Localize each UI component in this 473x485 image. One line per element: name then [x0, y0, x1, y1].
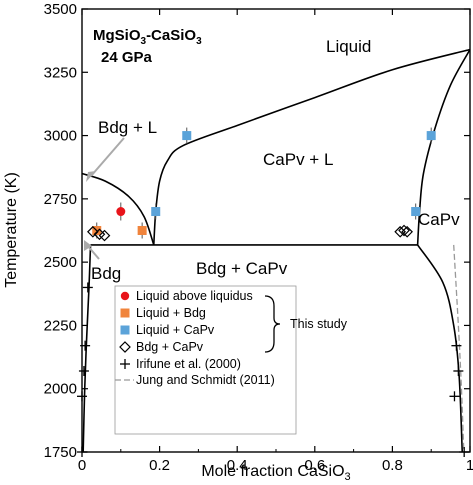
phase-label-capv-l: CaPv + L: [263, 150, 333, 169]
boundary-capv-solvus: [416, 244, 464, 453]
y-axis-title: Temperature (K): [3, 172, 20, 288]
y-tick-label: 1750: [44, 444, 77, 461]
data-markers: [77, 127, 470, 457]
legend-label-bdg-capv: Bdg + CaPv: [136, 340, 204, 354]
arrow-bdg: [84, 240, 100, 260]
legend: Liquid above liquidus Liquid + Bdg Liqui…: [114, 285, 348, 435]
phase-label-bdg-capv: Bdg + CaPv: [196, 259, 288, 278]
boundary-jung-schmidt: [453, 244, 465, 453]
legend-label-liquid-above: Liquid above liquidus: [136, 289, 253, 303]
y-tick-label: 2750: [44, 191, 77, 208]
data-point-bdg-capv: [401, 225, 413, 238]
x-tick-label: 0.8: [382, 457, 403, 474]
phase-label-bdg: Bdg: [91, 264, 121, 283]
phase-boundaries: [81, 48, 471, 453]
x-tick-label: 0.2: [149, 457, 170, 474]
legend-label-liquid-capv: Liquid + CaPv: [136, 323, 215, 337]
x-tick-label: 0.6: [304, 457, 325, 474]
data-point-liquid-above: [116, 207, 126, 217]
y-tick-label: 3250: [44, 64, 77, 81]
phase-label-capv: CaPv: [418, 210, 460, 229]
legend-box: [114, 285, 297, 435]
phase-label-bdg-l: Bdg + L: [98, 118, 157, 137]
axis-ticks: 0 0.2 0.4 0.6 0.8 1 1750 2000 2250 2500 2750 3000 32…: [44, 1, 473, 474]
legend-marker-liquid-capv: [120, 325, 130, 335]
x-axis-title: Mole fraction CaSiO3: [201, 463, 350, 483]
chart-title: MgSiO3-CaSiO3: [93, 27, 202, 47]
data-point-bdg-capv: [87, 225, 99, 238]
data-point-liquid-capv: [182, 131, 192, 141]
boundary-liquidus-capv: [152, 48, 471, 245]
y-tick-label: 3500: [44, 1, 77, 18]
boundary-bdg-solvus: [82, 244, 92, 453]
y-tick-label: 2500: [44, 254, 77, 271]
y-tick-label: 2250: [44, 317, 77, 334]
arrow-bdg-l: [86, 137, 125, 182]
legend-marker-liquid-bdg: [120, 308, 130, 318]
phase-label-liquid: Liquid: [326, 37, 371, 56]
data-point-liquid-bdg: [137, 226, 147, 235]
legend-marker-bdg-capv: [119, 341, 131, 353]
y-tick-label: 2000: [44, 381, 77, 398]
data-point-bdg-capv: [398, 224, 410, 237]
y-tick-label: 3000: [44, 128, 77, 145]
legend-bracket: [264, 295, 281, 353]
data-point-liquid-capv: [411, 207, 421, 217]
boundary-liquidus-bdg: [81, 172, 155, 246]
legend-label-liquid-bdg: Liquid + Bdg: [136, 306, 206, 320]
legend-label-jung: Jung and Schmidt (2011): [136, 373, 275, 387]
data-point-bdg-capv: [98, 229, 111, 242]
chart-pressure: 24 GPa: [101, 49, 153, 66]
data-point-liquid-capv: [426, 131, 436, 141]
x-tick-label: 0: [78, 457, 86, 474]
legend-label-irifune: Irifune et al. (2000): [136, 357, 241, 371]
data-point-liquid-capv: [151, 207, 161, 217]
legend-marker-irifune: [120, 359, 130, 369]
legend-marker-liquid-above: [120, 291, 130, 301]
legend-annotation-this-study: This study: [290, 317, 348, 331]
x-tick-label: 0.4: [227, 457, 248, 474]
x-tick-label: 1: [466, 457, 473, 474]
